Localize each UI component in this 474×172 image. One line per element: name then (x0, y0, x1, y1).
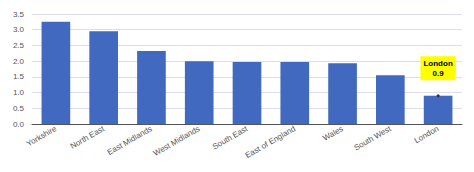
svg-text:0.9: 0.9 (433, 69, 445, 78)
svg-text:1.5: 1.5 (13, 72, 25, 81)
svg-text:South East: South East (211, 124, 250, 152)
svg-text:Yorkshire: Yorkshire (25, 124, 59, 149)
svg-text:1.0: 1.0 (13, 88, 25, 97)
svg-text:East of England: East of England (244, 124, 297, 160)
svg-text:East Midlands: East Midlands (106, 124, 154, 157)
svg-text:2.5: 2.5 (13, 41, 25, 50)
svg-text:West Midlands: West Midlands (152, 124, 202, 158)
svg-text:South West: South West (352, 124, 393, 153)
svg-text:London: London (413, 124, 441, 145)
svg-text:Wales: Wales (321, 124, 344, 143)
svg-text:0.0: 0.0 (13, 120, 25, 129)
svg-text:2.0: 2.0 (13, 57, 25, 66)
svg-text:0.5: 0.5 (13, 104, 25, 113)
svg-text:3.5: 3.5 (13, 10, 25, 19)
svg-text:London: London (423, 59, 452, 68)
svg-text:North East: North East (69, 124, 107, 151)
svg-text:3.0: 3.0 (13, 25, 25, 34)
